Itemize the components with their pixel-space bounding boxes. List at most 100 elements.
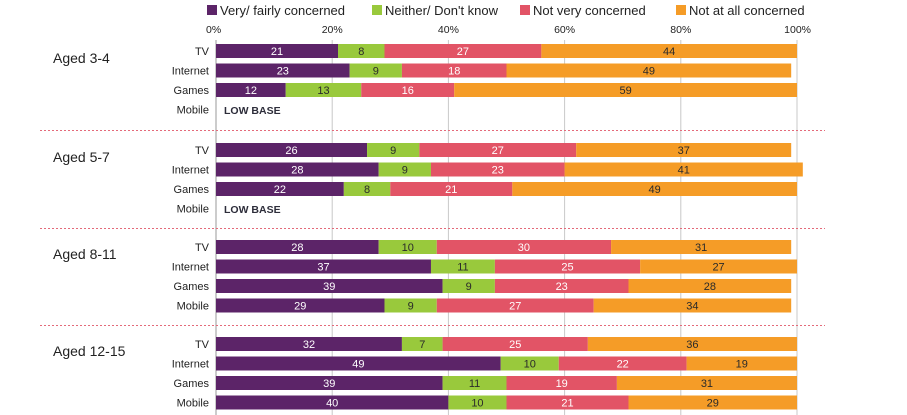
group-label: Aged 12-15 xyxy=(53,343,126,359)
bar-segment xyxy=(506,376,617,390)
bar-segment xyxy=(541,44,797,58)
bar-segment xyxy=(216,279,443,293)
bar-value-label: 16 xyxy=(402,85,414,97)
bar-value-label: 27 xyxy=(457,46,469,58)
legend-swatch xyxy=(520,5,530,15)
bar-segment xyxy=(436,298,594,313)
legend-label: Neither/ Don't know xyxy=(385,3,499,18)
bar-value-label: 44 xyxy=(663,46,675,58)
row-label: TV xyxy=(195,145,210,157)
low-base-note: LOW BASE xyxy=(224,204,281,216)
bar-value-label: 49 xyxy=(649,184,661,196)
bar-value-label: 49 xyxy=(352,359,364,371)
bar-value-label: 21 xyxy=(561,398,573,410)
bar-segment xyxy=(216,395,449,410)
bar-segment xyxy=(494,279,629,293)
bar-segment xyxy=(216,63,350,78)
legend-label: Not at all concerned xyxy=(689,3,805,18)
bar-value-label: 9 xyxy=(402,165,408,177)
bar-value-label: 23 xyxy=(492,165,504,177)
bar-segment xyxy=(216,44,339,58)
row-label: TV xyxy=(195,339,210,351)
bar-segment xyxy=(616,376,797,390)
bar-value-label: 31 xyxy=(695,242,707,254)
bar-segment xyxy=(593,298,792,313)
x-tick-label: 0% xyxy=(206,24,221,36)
row-label: Internet xyxy=(172,262,209,274)
bar-value-label: 31 xyxy=(701,378,713,390)
bar-segment xyxy=(216,356,501,371)
bar-segment xyxy=(216,83,286,97)
bar-value-label: 21 xyxy=(271,46,283,58)
bar-value-label: 25 xyxy=(561,262,573,274)
bar-value-label: 29 xyxy=(707,398,719,410)
bar-segment xyxy=(216,162,379,177)
bar-value-label: 28 xyxy=(704,281,716,293)
bar-segment xyxy=(216,298,385,313)
group-label: Aged 3-4 xyxy=(53,50,110,66)
bar-value-label: 18 xyxy=(448,66,460,78)
group-label: Aged 8-11 xyxy=(53,246,117,262)
legend-swatch xyxy=(676,5,686,15)
bar-value-label: 8 xyxy=(358,46,364,58)
bar-value-label: 41 xyxy=(678,165,690,177)
bar-value-label: 8 xyxy=(364,184,370,196)
x-tick-label: 100% xyxy=(784,24,811,36)
bar-value-label: 21 xyxy=(445,184,457,196)
x-tick-label: 80% xyxy=(670,24,691,36)
bar-segment xyxy=(401,63,507,78)
bar-value-label: 10 xyxy=(402,242,414,254)
bar-value-label: 36 xyxy=(686,339,698,351)
bar-value-label: 7 xyxy=(419,339,425,351)
bar-segment xyxy=(558,356,687,371)
bar-value-label: 23 xyxy=(277,66,289,78)
row-label: Internet xyxy=(172,359,209,371)
bar-segment xyxy=(216,182,344,196)
bar-segment xyxy=(611,240,792,254)
row-label: Games xyxy=(174,378,210,390)
bar-value-label: 19 xyxy=(736,359,748,371)
bar-value-label: 13 xyxy=(317,85,329,97)
bar-value-label: 26 xyxy=(285,145,297,157)
bar-value-label: 40 xyxy=(326,398,338,410)
bar-segment xyxy=(384,298,437,313)
bar-segment xyxy=(442,337,588,351)
bar-value-label: 39 xyxy=(323,281,335,293)
bar-segment xyxy=(216,259,431,274)
bar-value-label: 22 xyxy=(617,359,629,371)
row-label: Mobile xyxy=(177,398,209,410)
row-label: TV xyxy=(195,46,210,58)
bar-segment xyxy=(494,259,641,274)
bar-segment xyxy=(349,63,402,78)
bar-value-label: 9 xyxy=(373,66,379,78)
bar-value-label: 49 xyxy=(643,66,655,78)
row-label: TV xyxy=(195,242,210,254)
legend-swatch xyxy=(207,5,217,15)
legend-label: Not very concerned xyxy=(533,3,646,18)
bar-value-label: 27 xyxy=(712,262,724,274)
bar-segment xyxy=(448,395,507,410)
bar-segment xyxy=(216,337,402,351)
bar-segment xyxy=(506,63,792,78)
legend-swatch xyxy=(372,5,382,15)
bar-value-label: 23 xyxy=(556,281,568,293)
bar-segment xyxy=(576,143,792,157)
bar-segment xyxy=(216,143,368,157)
group-label: Aged 5-7 xyxy=(53,149,110,165)
bar-segment xyxy=(338,44,385,58)
bar-segment xyxy=(419,143,577,157)
bar-segment xyxy=(401,337,443,351)
bar-value-label: 28 xyxy=(291,242,303,254)
bar-segment xyxy=(587,337,797,351)
bar-segment xyxy=(686,356,797,371)
bar-value-label: 11 xyxy=(469,378,480,390)
row-label: Games xyxy=(174,184,210,196)
legend-label: Very/ fairly concerned xyxy=(220,3,345,18)
bar-value-label: 59 xyxy=(619,85,631,97)
bar-segment xyxy=(378,162,431,177)
x-tick-label: 60% xyxy=(554,24,575,36)
bar-value-label: 22 xyxy=(274,184,286,196)
row-label: Games xyxy=(174,281,210,293)
